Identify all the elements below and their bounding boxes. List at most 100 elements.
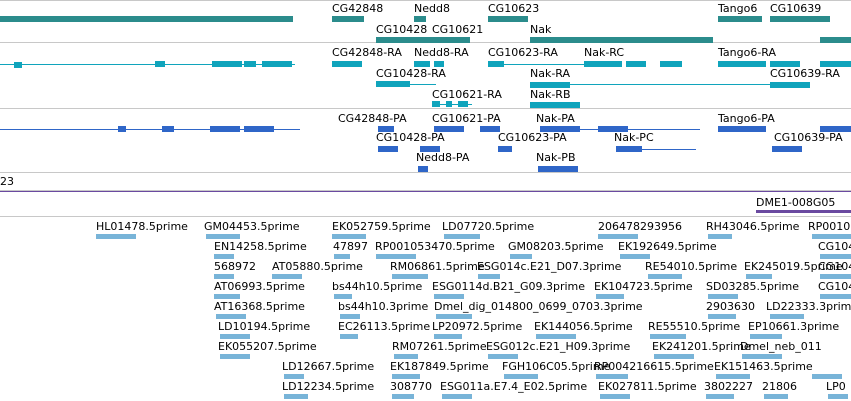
gene-label[interactable]: CG42848 bbox=[332, 2, 384, 15]
mrna-label[interactable]: CG10639-RA bbox=[770, 67, 840, 80]
est-label[interactable]: RP001053470.5prime bbox=[375, 240, 495, 253]
mrna-label[interactable]: CG10428-RA bbox=[376, 67, 446, 80]
est-feature[interactable] bbox=[444, 234, 480, 239]
est-feature[interactable] bbox=[598, 234, 638, 239]
exon[interactable] bbox=[414, 61, 430, 67]
est-label[interactable]: CG104 bbox=[818, 240, 851, 253]
est-label[interactable]: SD03285.5prime bbox=[706, 280, 799, 293]
cds-exon[interactable] bbox=[162, 126, 174, 132]
est-feature[interactable] bbox=[820, 294, 851, 299]
est-label[interactable]: GM08203.5prime bbox=[508, 240, 604, 253]
mrna-label[interactable]: CG10623-RA bbox=[488, 46, 558, 59]
exon[interactable] bbox=[376, 81, 410, 87]
est-feature[interactable] bbox=[394, 354, 418, 359]
est-label[interactable]: 206478293956 bbox=[598, 220, 682, 233]
est-label[interactable]: EK144056.5prime bbox=[534, 320, 633, 333]
cds-exon[interactable] bbox=[538, 166, 578, 172]
gene-bar[interactable] bbox=[820, 37, 851, 43]
exon[interactable] bbox=[530, 82, 570, 88]
est-feature[interactable] bbox=[708, 314, 736, 319]
exon[interactable] bbox=[262, 61, 292, 67]
exon[interactable] bbox=[770, 82, 810, 88]
est-feature[interactable] bbox=[332, 234, 366, 239]
est-feature[interactable] bbox=[650, 334, 686, 339]
cds-exon[interactable] bbox=[418, 166, 428, 172]
est-label[interactable]: EK027811.5prime bbox=[598, 380, 697, 393]
gene-label[interactable]: CG10428 bbox=[376, 23, 428, 36]
est-feature[interactable] bbox=[828, 394, 848, 399]
est-feature[interactable] bbox=[478, 274, 500, 279]
est-label[interactable]: EK151463.5prime bbox=[714, 360, 813, 373]
est-feature[interactable] bbox=[596, 294, 624, 299]
est-feature[interactable] bbox=[436, 314, 472, 319]
gene-label[interactable]: Nak bbox=[530, 23, 552, 36]
est-feature[interactable] bbox=[220, 334, 250, 339]
est-feature[interactable] bbox=[812, 234, 851, 239]
est-label[interactable]: RE55510.5prime bbox=[648, 320, 741, 333]
cds-label[interactable]: CG10621-PA bbox=[432, 112, 501, 125]
exon[interactable] bbox=[660, 61, 682, 67]
est-label[interactable]: EP10661.3prime bbox=[748, 320, 840, 333]
est-feature[interactable] bbox=[334, 254, 350, 259]
est-feature[interactable] bbox=[770, 314, 804, 319]
cds-exon[interactable] bbox=[772, 146, 802, 152]
est-label[interactable]: AT05880.5prime bbox=[272, 260, 363, 273]
est-feature[interactable] bbox=[708, 294, 738, 299]
est-label[interactable]: bs44h10.3prime bbox=[338, 300, 429, 313]
gene-bar[interactable] bbox=[530, 37, 713, 43]
exon[interactable] bbox=[530, 102, 580, 108]
cds-exon[interactable] bbox=[434, 126, 464, 132]
gene-bar[interactable] bbox=[770, 16, 830, 22]
est-feature[interactable] bbox=[340, 334, 358, 339]
est-label[interactable]: EK104723.5prime bbox=[594, 280, 693, 293]
est-feature[interactable] bbox=[214, 294, 240, 299]
est-label[interactable]: EN14258.5prime bbox=[214, 240, 307, 253]
cds-label[interactable]: Nak-PC bbox=[614, 131, 654, 144]
cds-exon[interactable] bbox=[480, 126, 500, 132]
gene-label[interactable]: Nedd8 bbox=[414, 2, 450, 15]
est-label[interactable]: RE54010.5prime bbox=[645, 260, 738, 273]
mrna-label[interactable]: Nedd8-RA bbox=[414, 46, 469, 59]
exon[interactable] bbox=[446, 101, 452, 107]
cds-exon[interactable] bbox=[118, 126, 126, 132]
est-feature[interactable] bbox=[206, 234, 240, 239]
est-feature[interactable] bbox=[284, 374, 304, 379]
est-label[interactable]: ESG0114d.B21_G09.3prime bbox=[432, 280, 586, 293]
cds-exon[interactable] bbox=[820, 126, 851, 132]
exon[interactable] bbox=[584, 61, 622, 67]
est-label[interactable]: LD10194.5prime bbox=[218, 320, 311, 333]
gene-bar[interactable] bbox=[376, 37, 432, 43]
est-label[interactable]: 3802227 bbox=[704, 380, 753, 393]
est-label[interactable]: LP20972.5prime bbox=[432, 320, 523, 333]
exon[interactable] bbox=[332, 61, 362, 67]
est-feature[interactable] bbox=[504, 374, 538, 379]
gene-label[interactable]: CG10623 bbox=[488, 2, 540, 15]
cds-exon[interactable] bbox=[498, 146, 512, 152]
est-feature[interactable] bbox=[716, 374, 750, 379]
mrna-label[interactable]: Nak-RB bbox=[530, 88, 571, 101]
est-label[interactable]: EK245019.5prime bbox=[744, 260, 843, 273]
est-feature[interactable] bbox=[708, 234, 732, 239]
est-feature[interactable] bbox=[488, 354, 518, 359]
est-feature[interactable] bbox=[96, 234, 136, 239]
est-feature[interactable] bbox=[216, 314, 246, 319]
est-feature[interactable] bbox=[620, 254, 650, 259]
est-label[interactable]: EK055207.5prime bbox=[218, 340, 317, 353]
mrna-label[interactable]: Tango6-RA bbox=[718, 46, 777, 59]
est-label[interactable]: CG104 bbox=[818, 260, 851, 273]
est-label[interactable]: LP0 bbox=[826, 380, 846, 393]
est-label[interactable]: ESG012c.E21_H09.3prime bbox=[486, 340, 631, 353]
exon[interactable] bbox=[770, 61, 800, 67]
est-feature[interactable] bbox=[434, 294, 464, 299]
exon[interactable] bbox=[432, 101, 440, 107]
est-label[interactable]: ESG011a.E7.4_E02.5prime bbox=[440, 380, 588, 393]
cds-exon[interactable] bbox=[378, 126, 394, 132]
gene-label[interactable]: CG10639 bbox=[770, 2, 822, 15]
est-label[interactable]: 568972 bbox=[214, 260, 256, 273]
est-label[interactable]: 21806 bbox=[762, 380, 797, 393]
exon[interactable] bbox=[458, 101, 468, 107]
contig-bar[interactable] bbox=[756, 210, 851, 213]
est-label[interactable]: bs44h10.5prime bbox=[332, 280, 423, 293]
est-label[interactable]: RM07261.5prime bbox=[392, 340, 487, 353]
exon[interactable] bbox=[155, 61, 165, 67]
